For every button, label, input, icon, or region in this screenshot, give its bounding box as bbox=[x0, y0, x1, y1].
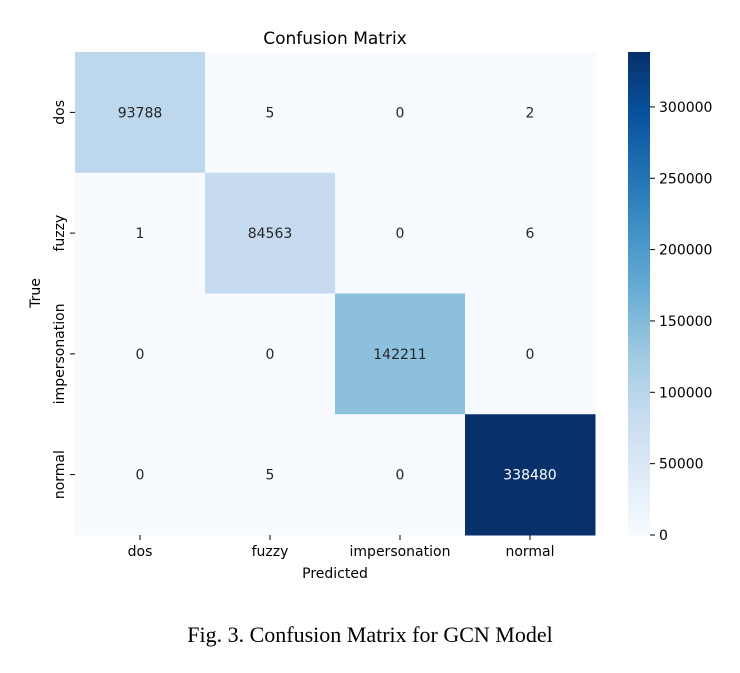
heatmap-cell bbox=[335, 52, 466, 174]
heatmap-cell bbox=[465, 172, 596, 294]
cell-value-label: 0 bbox=[136, 468, 145, 484]
heatmap-cell bbox=[205, 172, 336, 294]
heatmap-cell bbox=[75, 414, 206, 536]
heatmap-cell bbox=[75, 293, 206, 415]
heatmap-cell bbox=[335, 293, 466, 415]
x-tick-label: fuzzy bbox=[252, 544, 289, 560]
colorbar-tick-label: 200000 bbox=[659, 243, 712, 259]
cell-value-label: 5 bbox=[266, 105, 275, 121]
cell-value-label: 0 bbox=[396, 468, 405, 484]
cell-value-label: 1 bbox=[136, 226, 145, 242]
y-axis: dos fuzzy impersonation normal bbox=[52, 100, 75, 499]
heatmap-cell-labels: 93788 5 0 2 1 84563 0 6 0 0 142211 0 0 5 0 338480 bbox=[118, 105, 557, 483]
cell-value-label: 2 bbox=[526, 105, 535, 121]
cell-value-label: 0 bbox=[526, 347, 535, 363]
x-axis: dos fuzzy impersonation normal bbox=[128, 535, 555, 560]
heatmap-cell bbox=[465, 52, 596, 174]
y-tick-label: impersonation bbox=[52, 303, 68, 404]
cell-value-label: 0 bbox=[136, 347, 145, 363]
cell-value-label: 0 bbox=[396, 226, 405, 242]
x-tick-label: dos bbox=[128, 544, 153, 560]
heatmap-cell bbox=[75, 52, 206, 174]
cell-value-label: 338480 bbox=[503, 468, 556, 484]
heatmap-cell bbox=[75, 172, 206, 294]
heatmap-cell bbox=[205, 414, 336, 536]
x-tick-label: impersonation bbox=[350, 544, 451, 560]
chart-title: Confusion Matrix bbox=[263, 29, 407, 49]
colorbar-tick-label: 100000 bbox=[659, 385, 712, 401]
cell-value-label: 142211 bbox=[373, 347, 426, 363]
y-tick-label: dos bbox=[52, 100, 68, 125]
heatmap-cell bbox=[465, 293, 596, 415]
heatmap-cell bbox=[335, 172, 466, 294]
cell-value-label: 5 bbox=[266, 468, 275, 484]
cell-value-label: 6 bbox=[526, 226, 535, 242]
colorbar-tick-label: 150000 bbox=[659, 314, 712, 330]
y-axis-label: True bbox=[28, 278, 44, 309]
colorbar-tick-label: 0 bbox=[659, 528, 668, 544]
x-axis-label: Predicted bbox=[302, 566, 368, 582]
heatmap-cell bbox=[205, 293, 336, 415]
cell-value-label: 0 bbox=[396, 105, 405, 121]
cell-value-label: 84563 bbox=[248, 226, 293, 242]
colorbar-tick-label: 250000 bbox=[659, 171, 712, 187]
heatmap-cells bbox=[75, 52, 596, 536]
cell-value-label: 0 bbox=[266, 347, 275, 363]
heatmap-cell bbox=[205, 52, 336, 174]
x-tick-label: normal bbox=[505, 544, 554, 560]
heatmap-cell bbox=[335, 414, 466, 536]
colorbar-ticks: 0 50000 100000 150000 200000 250000 300000 bbox=[650, 100, 712, 544]
cell-value-label: 93788 bbox=[118, 105, 163, 121]
y-tick-label: fuzzy bbox=[52, 215, 68, 252]
y-tick-label: normal bbox=[52, 450, 68, 499]
figure-caption: Fig. 3. Confusion Matrix for GCN Model bbox=[187, 622, 553, 647]
heatmap-cell bbox=[465, 414, 596, 536]
colorbar-tick-label: 300000 bbox=[659, 100, 712, 116]
colorbar-tick-label: 50000 bbox=[659, 457, 704, 473]
colorbar bbox=[628, 52, 650, 535]
